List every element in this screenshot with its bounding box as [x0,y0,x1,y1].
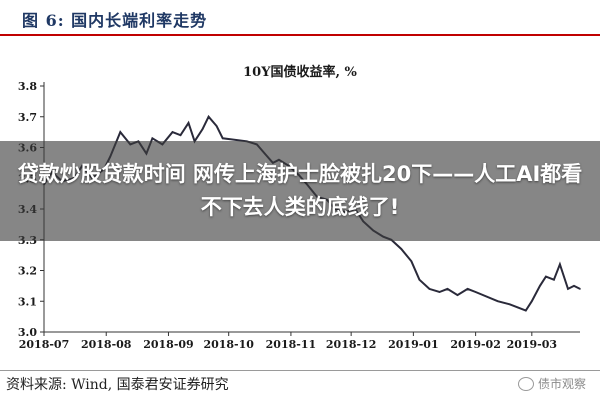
data-point [456,294,459,296]
data-point [539,285,541,287]
data-point [517,306,519,309]
data-point [579,288,581,290]
x-ticks: 2018-07 2018-08 2018-09 2018-10 2018-11 2018-… [19,332,557,351]
y-tick-label: 3.7 [18,111,37,124]
data-point [119,131,122,133]
x-tick-label: 2018-11 [266,338,317,351]
data-point [438,291,441,293]
data-point [179,134,182,136]
overlay-banner: 贷款炒股贷款时间 网传上海护士脸被扎20下——人工AI都看不下去人类的底线了! [0,141,600,241]
x-tick-label: 2018-10 [203,338,254,351]
data-point [466,288,469,290]
data-point [496,300,499,303]
chart-title: 10Y国债收益率, % [243,64,357,80]
data-point [151,137,154,140]
data-point [567,288,569,290]
x-tick-label: 2019-03 [507,338,558,351]
watermark-label: 债市观察 [537,377,586,391]
y-tick-label: 3.2 [18,265,37,278]
data-point [474,291,477,293]
data-point [215,125,218,127]
data-point [201,128,204,130]
y-tick-label: 3.0 [18,326,37,339]
data-point [221,137,224,140]
y-tick-label: 3.1 [18,295,37,308]
x-tick-label: 2018-12 [326,338,377,351]
data-point [553,278,555,281]
data-point [508,303,511,306]
x-tick-label: 2019-02 [450,338,501,351]
data-point [573,285,575,287]
data-point [559,263,561,266]
x-tick-label: 2018-08 [81,338,132,351]
data-point [525,309,527,312]
data-point [531,300,533,303]
data-point [446,288,449,290]
y-tick-label: 3.8 [18,80,37,93]
data-point [418,278,421,281]
watermark: 债市观察 [517,375,586,392]
data-point [400,248,403,250]
source-note: 资料来源: Wind, 国泰君安证券研究 [6,377,229,393]
figure-title: 图 6: 国内长端利率走势 [22,11,208,30]
bottom-rule [0,370,600,371]
data-point [545,275,547,278]
x-tick-label: 2018-09 [143,338,194,351]
x-tick-label: 2019-01 [388,338,439,351]
data-point [410,260,413,263]
banner-text: 贷款炒股贷款时间 网传上海护士脸被扎20下——人工AI都看不下去人类的底线了! [17,162,583,219]
figure-header: 图 6: 国内长端利率走势 [0,0,600,36]
x-tick-label: 2018-07 [19,338,70,351]
data-point [171,131,174,133]
wechat-icon [517,376,534,391]
data-point [187,122,190,124]
data-point [207,115,210,118]
chart-area: 3.03.13.23.33.43.53.63.73.8 2018-072018-… [18,64,581,351]
data-point [428,288,431,290]
title-rule [0,34,600,36]
